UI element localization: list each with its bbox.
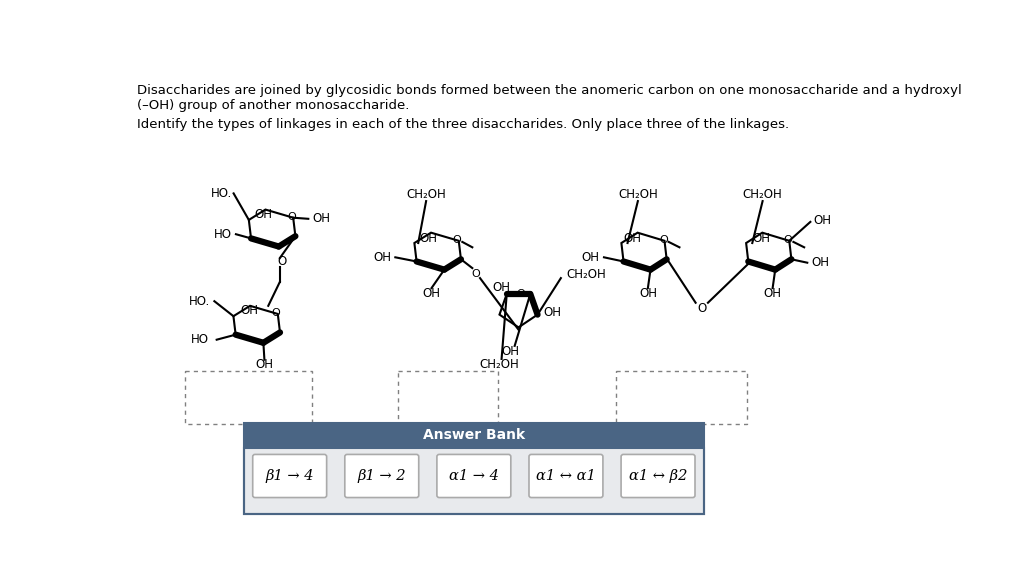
FancyBboxPatch shape [529, 455, 603, 498]
Text: OH: OH [764, 287, 782, 300]
Text: β1 → 2: β1 → 2 [358, 469, 406, 483]
Text: OH: OH [639, 287, 657, 300]
Text: O: O [697, 302, 707, 315]
Text: CH₂OH: CH₂OH [406, 188, 446, 201]
Text: O: O [278, 256, 287, 269]
Text: OH: OH [373, 251, 392, 264]
Text: Disaccharides are joined by glycosidic bonds formed between the anomeric carbon : Disaccharides are joined by glycosidic b… [137, 84, 962, 97]
Text: CH₂OH: CH₂OH [618, 188, 658, 201]
Text: HO.: HO. [211, 187, 232, 200]
Bar [244, 423, 704, 514]
Polygon shape [234, 306, 280, 343]
Text: (–OH) group of another monosaccharide.: (–OH) group of another monosaccharide. [137, 99, 410, 112]
Text: OH: OH [422, 287, 440, 300]
Text: CH₂OH: CH₂OH [742, 188, 782, 201]
Text: OH: OH [752, 232, 770, 245]
Text: α1 → 4: α1 → 4 [448, 469, 498, 483]
Text: OH: OH [492, 281, 511, 294]
Text: OH: OH [419, 232, 437, 245]
Text: HO.: HO. [189, 295, 211, 308]
Text: α1 ↔ β2: α1 ↔ β2 [629, 469, 687, 483]
Polygon shape [249, 209, 295, 246]
FancyBboxPatch shape [252, 455, 326, 498]
Bar [244, 448, 704, 514]
Text: OH: OH [255, 358, 274, 371]
Text: O: O [287, 212, 296, 222]
Text: β1 → 4: β1 → 4 [265, 469, 314, 483]
Text: Answer Bank: Answer Bank [423, 428, 525, 442]
Text: O: O [272, 308, 281, 318]
Text: HO: HO [191, 333, 208, 346]
Text: HO: HO [214, 228, 232, 240]
Text: OH: OH [812, 256, 829, 269]
Text: O: O [472, 269, 481, 279]
Text: OH: OH [501, 345, 520, 358]
Text: O: O [784, 235, 792, 245]
Text: OH: OH [623, 232, 642, 245]
Text: OH: OH [240, 304, 258, 317]
Polygon shape [414, 233, 461, 270]
Text: α1 ↔ α1: α1 ↔ α1 [536, 469, 596, 483]
Polygon shape [499, 294, 538, 328]
FancyBboxPatch shape [437, 455, 511, 498]
FancyBboxPatch shape [345, 455, 419, 498]
Bar [244, 423, 704, 448]
FancyBboxPatch shape [621, 455, 695, 498]
Text: OH: OH [582, 251, 599, 264]
Text: CH₂OH: CH₂OH [566, 268, 606, 281]
Text: OH: OH [543, 307, 561, 319]
Text: CH₂OH: CH₂OH [479, 358, 519, 371]
Text: OH: OH [814, 214, 832, 227]
Text: Identify the types of linkages in each of the three disaccharides. Only place th: Identify the types of linkages in each o… [137, 118, 789, 131]
Text: O: O [453, 235, 462, 245]
Text: OH: OH [312, 212, 331, 225]
Text: O: O [659, 235, 667, 245]
Text: OH: OH [254, 208, 272, 221]
Polygon shape [621, 233, 667, 270]
Text: O: O [517, 289, 525, 299]
Polygon shape [746, 233, 791, 270]
